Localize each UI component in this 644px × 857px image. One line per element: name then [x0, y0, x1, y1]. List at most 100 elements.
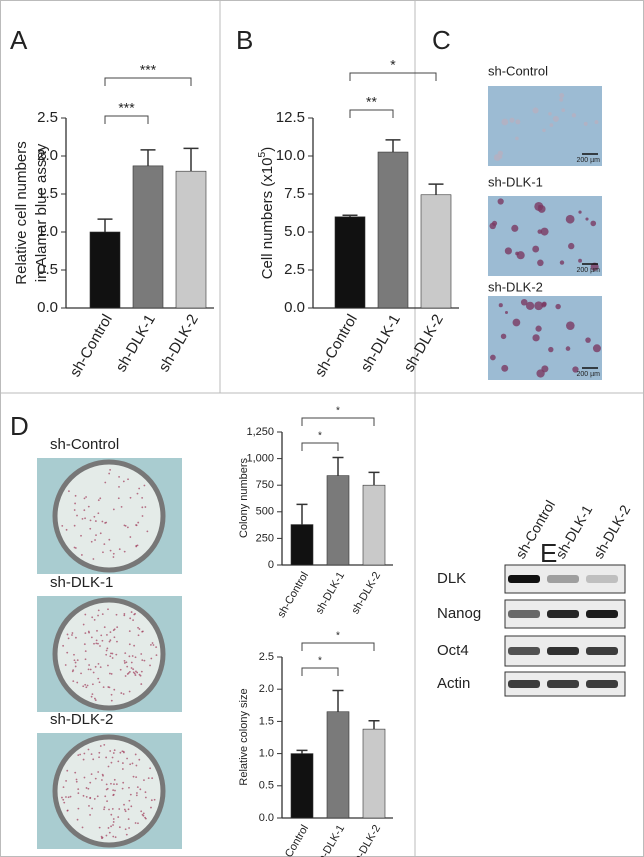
- cell: [516, 251, 525, 260]
- significance-bracket: [301, 667, 339, 676]
- colony: [143, 779, 145, 782]
- colony: [109, 549, 112, 552]
- bar: [326, 711, 350, 819]
- cell: [585, 337, 591, 343]
- scale-bar-label: 200 µm: [577, 371, 601, 378]
- y-tick-label: 1.5: [37, 185, 58, 202]
- colony: [144, 817, 147, 820]
- y-tick-label: 1.0: [259, 748, 274, 760]
- cell: [525, 301, 535, 311]
- colony: [62, 644, 65, 647]
- colony: [118, 808, 121, 810]
- colony: [80, 534, 82, 537]
- colony: [111, 657, 114, 659]
- significance-label: *: [390, 57, 396, 73]
- colony: [139, 674, 142, 677]
- colony: [151, 642, 154, 644]
- colony: [124, 810, 127, 813]
- colony: [96, 629, 98, 632]
- colony: [143, 659, 146, 662]
- colony: [75, 780, 78, 783]
- colony: [144, 796, 147, 799]
- colony: [98, 681, 101, 684]
- colony: [85, 496, 87, 498]
- panel-letter: D: [10, 411, 29, 441]
- colony: [67, 637, 70, 640]
- significance-bracket: [349, 72, 437, 81]
- colony: [102, 686, 105, 689]
- colony: [142, 812, 145, 815]
- colony: [112, 556, 115, 558]
- cell: [532, 107, 539, 114]
- scale-bar-label: 200 µm: [577, 157, 601, 164]
- colony: [84, 613, 87, 616]
- significance-label: *: [318, 656, 322, 667]
- colony: [110, 782, 112, 785]
- colony: [135, 670, 137, 673]
- cell: [542, 128, 546, 133]
- colony: [97, 614, 99, 617]
- significance-label: *: [336, 631, 340, 642]
- colony: [131, 655, 134, 657]
- colony: [66, 769, 69, 772]
- band: [508, 647, 540, 655]
- colony: [128, 670, 131, 673]
- y-axis-label: in Alamar blue assay: [33, 143, 50, 282]
- bar: [334, 216, 366, 309]
- colony: [150, 806, 152, 809]
- cell: [540, 227, 549, 236]
- bar: [326, 475, 350, 566]
- colony: [128, 786, 130, 789]
- colony: [109, 655, 112, 658]
- colony: [103, 808, 105, 811]
- colony: [111, 652, 114, 655]
- colony: [95, 639, 98, 642]
- image-label: sh-DLK-2: [50, 711, 113, 728]
- cell: [504, 247, 512, 255]
- image-label: sh-DLK-2: [488, 279, 543, 294]
- cell: [534, 301, 544, 311]
- colony: [105, 653, 108, 656]
- significance-bracket: [104, 115, 149, 124]
- colony: [128, 655, 131, 658]
- error-bar: [332, 456, 344, 476]
- colony: [106, 634, 108, 636]
- colony: [83, 643, 86, 646]
- colony: [109, 468, 112, 471]
- colony: [101, 520, 104, 523]
- colony: [73, 653, 75, 656]
- colony: [136, 792, 138, 794]
- colony: [134, 753, 137, 756]
- colony: [119, 668, 122, 671]
- colony: [123, 659, 126, 662]
- cell: [509, 117, 515, 123]
- panel-letter: A: [10, 25, 28, 55]
- y-tick-label: 1,250: [246, 426, 274, 438]
- colony: [74, 502, 76, 505]
- scale-bar-label: 200 µm: [577, 267, 601, 274]
- colony: [137, 822, 139, 825]
- colony: [105, 834, 108, 837]
- cell: [548, 111, 552, 116]
- colony: [109, 631, 112, 634]
- colony: [80, 554, 83, 556]
- colony: [125, 833, 128, 836]
- cell: [515, 119, 521, 125]
- colony: [133, 644, 136, 647]
- cell: [537, 229, 543, 234]
- colony: [93, 642, 95, 645]
- panel-letter: E: [540, 538, 557, 568]
- blot-label: DLK: [437, 570, 466, 587]
- colony: [82, 794, 85, 797]
- colony: [101, 613, 104, 616]
- colony: [155, 654, 158, 657]
- colony: [105, 756, 108, 759]
- x-tick-label: sh-DLK-1: [112, 311, 158, 374]
- colony: [92, 558, 95, 560]
- colony: [135, 764, 138, 767]
- cell: [536, 369, 545, 378]
- colony: [83, 509, 86, 512]
- colony: [138, 487, 141, 490]
- blot-label: Nanog: [437, 605, 481, 622]
- colony: [123, 612, 126, 615]
